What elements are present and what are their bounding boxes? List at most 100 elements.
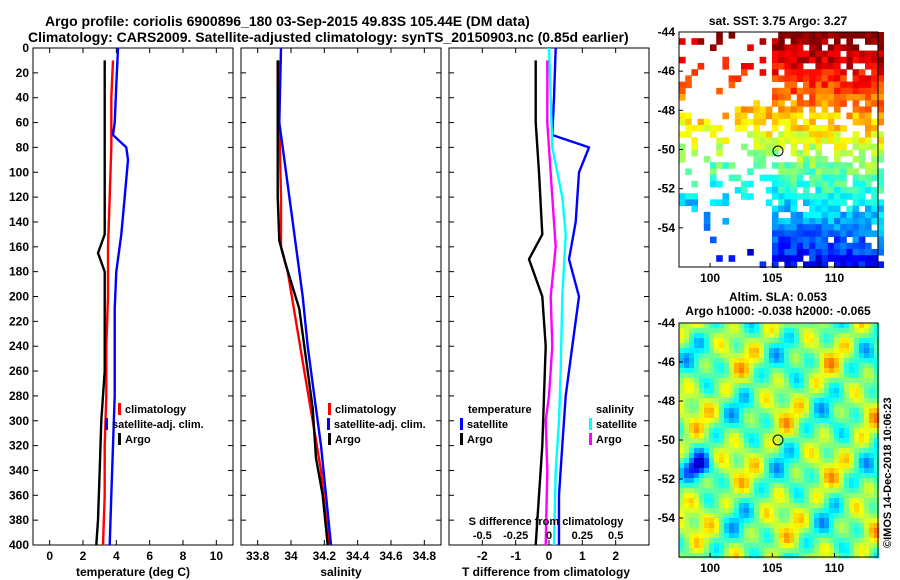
sst-cell	[827, 255, 835, 262]
sla-cell	[864, 328, 870, 334]
sla-cell	[834, 543, 840, 549]
sla-cell	[704, 368, 710, 374]
sst-cell	[722, 199, 729, 206]
sla-cell	[754, 473, 760, 479]
sla-cell	[849, 393, 855, 399]
sst-cell	[796, 112, 804, 120]
sla-cell	[704, 333, 710, 339]
sla-cell	[749, 443, 755, 449]
sla-cell	[799, 538, 805, 544]
sla-cell	[869, 368, 875, 374]
sla-cell	[829, 408, 835, 414]
sla-cell	[874, 403, 880, 409]
sst-cell	[821, 199, 829, 206]
sst-cell	[679, 118, 686, 126]
sla-cell	[694, 343, 700, 349]
sla-cell	[834, 478, 840, 484]
sst-cell	[703, 218, 711, 225]
sla-cell	[839, 388, 845, 394]
sst-cell	[679, 131, 686, 138]
sla-cell	[769, 548, 775, 554]
sla-cell	[864, 448, 870, 454]
sla-cell	[694, 553, 700, 559]
sla-cell	[754, 453, 760, 459]
sla-cell	[734, 378, 740, 384]
sst-cell	[821, 32, 829, 39]
sla-cell	[769, 448, 775, 454]
sst-cell	[753, 112, 760, 120]
sla-cell	[814, 403, 820, 409]
sla-cell	[784, 428, 790, 434]
sla-cell	[779, 458, 785, 464]
sla-cell	[849, 523, 855, 529]
sla-cell	[739, 518, 745, 524]
sst-cell	[772, 149, 779, 157]
sla-cell	[734, 348, 740, 354]
sla-cell	[724, 373, 730, 379]
sla-cell	[784, 488, 790, 494]
sla-cell	[774, 503, 780, 509]
sst-cell	[703, 118, 711, 126]
x-tick-label: 10	[210, 549, 224, 563]
map-y-tick-label: -48	[658, 394, 676, 408]
sst-cell	[778, 255, 785, 262]
sla-cell	[679, 548, 685, 554]
legend-title-temperature: temperature	[468, 404, 532, 416]
sst-cell	[821, 242, 829, 250]
sla-cell	[759, 548, 765, 554]
sla-cell	[794, 353, 800, 359]
sla-cell	[749, 498, 755, 504]
difference-legend: temperature satellite Argo salinity sate…	[460, 404, 637, 446]
sla-cell	[719, 448, 725, 454]
sla-cell	[784, 508, 790, 514]
sla-cell	[854, 433, 860, 439]
sst-cell	[852, 100, 860, 107]
sla-cell	[729, 338, 735, 344]
sst-cell	[809, 224, 816, 231]
sst-cell	[759, 162, 767, 169]
sla-cell	[689, 483, 695, 489]
sla-cell	[834, 338, 840, 344]
sla-cell	[849, 503, 855, 509]
sst-cell	[815, 94, 822, 101]
sst-cell	[778, 236, 785, 244]
sst-cell	[803, 75, 810, 82]
s-difference-label: S difference from climatology	[469, 516, 625, 528]
sla-cell	[699, 403, 705, 409]
sla-cell	[679, 433, 685, 439]
sla-cell	[849, 533, 855, 539]
sla-cell	[769, 338, 775, 344]
sla-cell	[729, 503, 735, 509]
sla-cell	[754, 388, 760, 394]
legend-label-climatology: climatology	[125, 404, 187, 416]
sla-cell	[869, 453, 875, 459]
sla-cell	[819, 463, 825, 469]
sla-cell	[799, 328, 805, 334]
sst-cell	[685, 112, 692, 120]
sst-cell	[803, 118, 810, 126]
sla-cell	[719, 363, 725, 369]
sst-cell	[827, 168, 835, 175]
sla-cell	[739, 533, 745, 539]
sla-cell	[764, 348, 770, 354]
sla-cell	[869, 383, 875, 389]
sla-cell	[824, 378, 830, 384]
sst-cell	[784, 81, 791, 89]
sla-cell	[834, 473, 840, 479]
sla-cell	[724, 478, 730, 484]
sla-cell	[754, 393, 760, 399]
sla-cell	[764, 503, 770, 509]
sst-cell	[834, 63, 841, 70]
sla-cell	[774, 323, 780, 329]
sst-cell	[703, 224, 711, 231]
sla-cell	[744, 338, 750, 344]
sst-cell	[747, 106, 754, 113]
sla-cell	[819, 378, 825, 384]
sst-cell	[784, 131, 791, 138]
sla-cell	[804, 353, 810, 359]
sst-cell	[803, 218, 810, 225]
sst-cell	[821, 156, 829, 163]
sst-cell	[827, 224, 835, 231]
sla-cell	[864, 413, 870, 419]
sla-cell	[744, 508, 750, 514]
